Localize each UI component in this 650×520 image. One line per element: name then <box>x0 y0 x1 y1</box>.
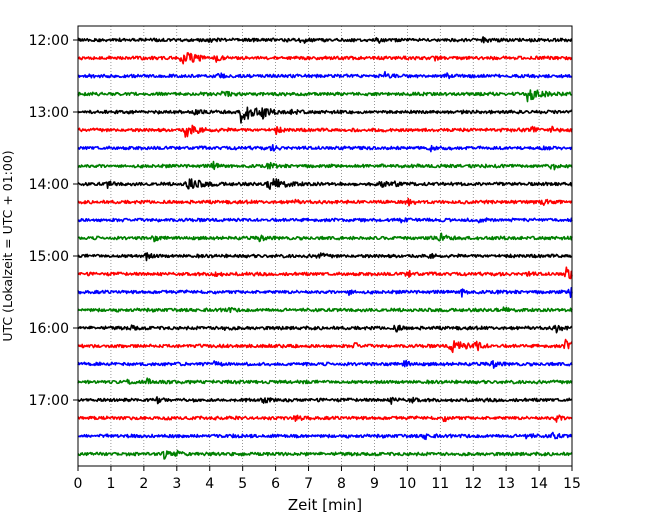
trace-row <box>78 415 572 422</box>
trace-row <box>78 53 572 64</box>
trace-row <box>78 433 572 440</box>
x-tick-label: 15 <box>563 476 581 492</box>
x-tick-label: 9 <box>370 476 379 492</box>
x-tick-label: 14 <box>530 476 548 492</box>
x-axis-label: Zeit [min] <box>288 496 362 514</box>
trace-row <box>78 162 572 170</box>
y-tick-label: 14:00 <box>29 177 69 193</box>
y-axis-label: UTC (Lokalzeit = UTC + 01:00) <box>0 150 15 341</box>
trace-row <box>78 107 572 123</box>
y-tick-label: 13:00 <box>29 105 69 121</box>
trace-row <box>78 145 572 152</box>
x-tick-label: 3 <box>172 476 181 492</box>
trace-row <box>78 378 572 384</box>
x-tick-label: 10 <box>398 476 416 492</box>
x-tick-label: 6 <box>271 476 280 492</box>
x-tick-label: 1 <box>106 476 115 492</box>
trace-row <box>78 253 572 261</box>
trace-row <box>78 340 572 353</box>
trace-row <box>78 325 572 332</box>
trace-row <box>78 199 572 206</box>
trace-row <box>78 37 572 43</box>
trace-row <box>78 218 572 223</box>
y-tick-label: 12:00 <box>29 33 69 49</box>
x-tick-label: 4 <box>205 476 214 492</box>
trace-row <box>78 397 572 404</box>
x-tick-label: 5 <box>238 476 247 492</box>
x-tick-label: 11 <box>431 476 449 492</box>
trace-row <box>78 307 572 312</box>
x-tick-label: 0 <box>74 476 83 492</box>
trace-row <box>78 361 572 369</box>
y-tick-label: 16:00 <box>29 321 69 337</box>
y-axis: 12:00 13:00 14:00 15:00 16:00 17:00 <box>29 33 78 409</box>
trace-row <box>78 288 572 297</box>
x-tick-label: 13 <box>497 476 515 492</box>
x-tick-label: 2 <box>139 476 148 492</box>
y-tick-label: 15:00 <box>29 249 69 265</box>
trace-row <box>78 451 572 459</box>
x-tick-label: 8 <box>337 476 346 492</box>
x-tick-label: 7 <box>304 476 313 492</box>
trace-row <box>78 233 572 241</box>
trace-row <box>78 267 572 278</box>
seismic-traces <box>78 37 572 459</box>
x-axis: 0 1 2 3 4 5 6 7 8 9 10 11 12 13 14 15 <box>74 466 581 492</box>
x-tick-label: 12 <box>464 476 482 492</box>
trace-row <box>78 179 572 189</box>
y-tick-label: 17:00 <box>29 393 69 409</box>
trace-row <box>78 72 572 79</box>
trace-row <box>78 125 572 137</box>
trace-row <box>78 90 572 102</box>
